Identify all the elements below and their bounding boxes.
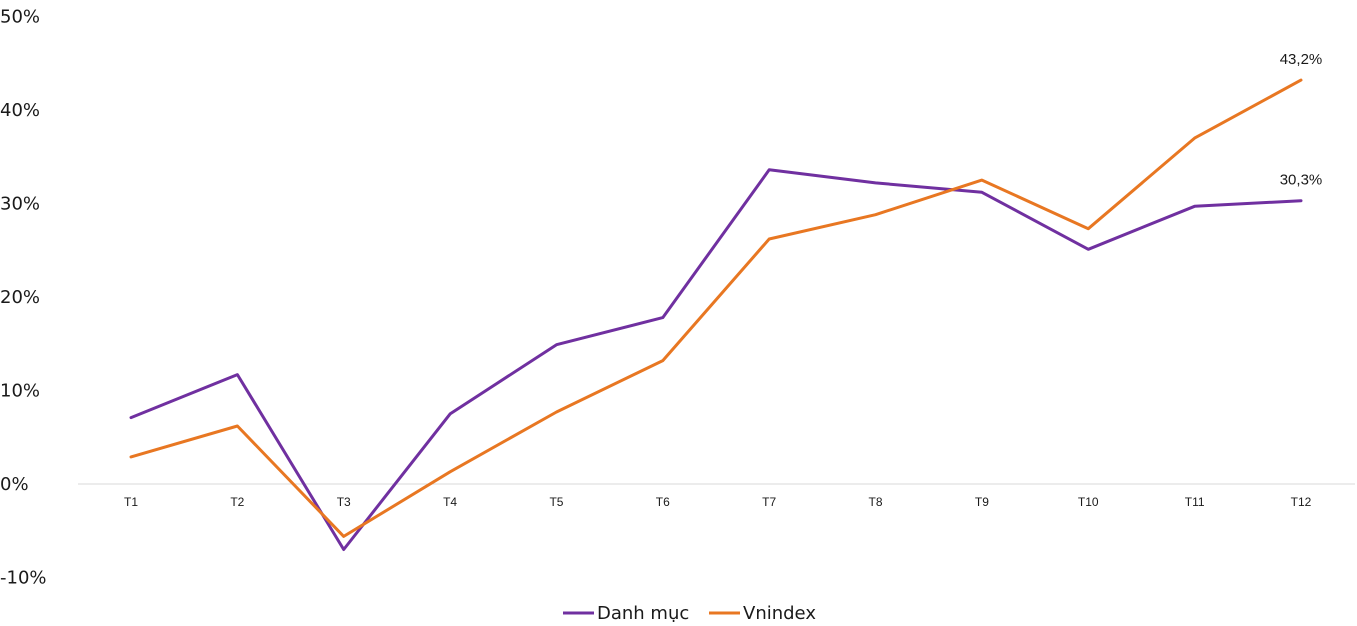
y-tick-label: 10% [0,381,40,402]
data-labels: 43,2% 30,3% [1280,51,1323,189]
x-tick-label: T8 [869,495,883,509]
x-tick-label: T4 [443,495,457,509]
x-tick-label: T7 [762,495,776,509]
legend-label: Vnindex [743,603,816,624]
x-tick-label: T9 [975,495,989,509]
data-label: 30,3% [1280,172,1323,189]
y-tick-label: 0% [0,474,29,495]
x-tick-label: T11 [1185,495,1205,509]
series-line-danh-muc [129,168,1303,551]
x-tick-label: T1 [124,495,138,509]
y-tick-label: -10% [0,568,47,589]
y-axis: 50% 40% 30% 20% 10% 0% -10% [0,7,47,589]
x-tick-label: T6 [656,495,670,509]
y-tick-label: 40% [0,100,40,121]
y-tick-label: 30% [0,194,40,215]
series-line-vnindex [129,78,1303,538]
x-tick-label: T12 [1291,495,1312,509]
legend-label: Danh mục [597,603,689,624]
legend: Danh mục Vnindex [563,603,816,624]
data-label: 43,2% [1280,51,1323,68]
x-tick-label: T3 [337,495,351,509]
series-lines [129,78,1303,551]
x-tick-label: T5 [549,495,563,509]
y-tick-label: 50% [0,7,40,28]
x-tick-label: T10 [1078,495,1099,509]
y-tick-label: 20% [0,287,40,308]
x-axis: T1 T2 T3 T4 T5 T6 T7 T8 T9 T10 T11 T12 [78,483,1355,509]
x-tick-label: T2 [230,495,244,509]
